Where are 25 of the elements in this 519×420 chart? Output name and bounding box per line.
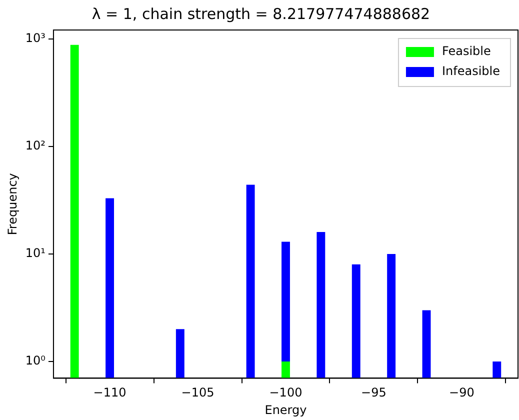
bar [246, 184, 255, 378]
x-tick-label: −95 [361, 386, 386, 400]
legend-label: Infeasible [442, 64, 500, 78]
y-tick-label: 10³ [25, 31, 46, 46]
x-tick-label: −90 [449, 386, 474, 400]
bar [352, 264, 360, 378]
bar [422, 310, 431, 378]
bar [492, 362, 502, 378]
y-tick-label: 10² [25, 138, 46, 153]
bar [176, 329, 184, 378]
x-tick-label: −100 [269, 386, 302, 400]
x-tick-label: −110 [93, 386, 126, 400]
bar [282, 242, 290, 362]
bar [387, 254, 396, 378]
x-tick-label: −105 [181, 386, 214, 400]
bar [106, 198, 114, 378]
y-tick-label: 10⁰ [25, 354, 46, 368]
y-tick-label: 10¹ [25, 246, 46, 260]
bar [70, 44, 79, 378]
chart-title: λ = 1, chain strength = 8.217977474888682 [92, 4, 430, 23]
bar [282, 362, 290, 378]
bar [316, 232, 326, 378]
legend-label: Feasible [442, 44, 491, 58]
x-axis-title: Energy [264, 402, 307, 417]
y-axis-title: Frequency [5, 173, 20, 236]
